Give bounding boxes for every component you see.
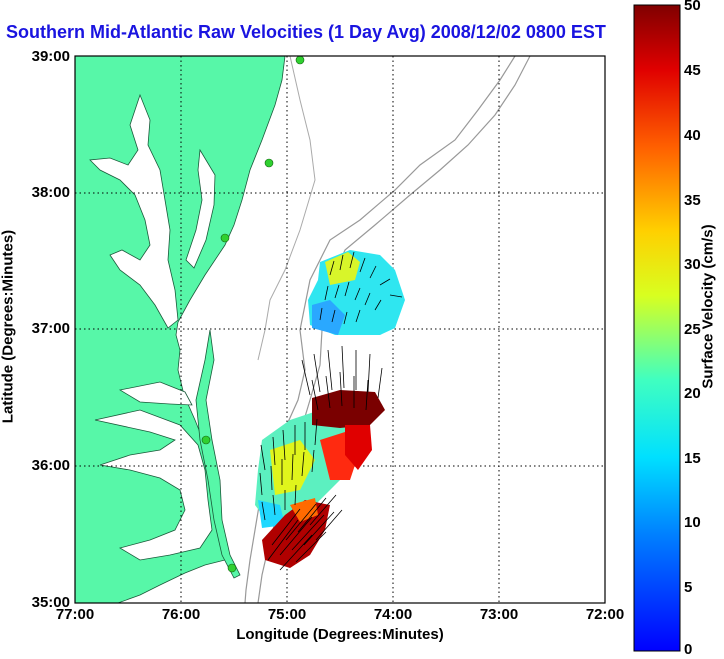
plot-frame — [74, 55, 606, 604]
lat-tick: 37:00 — [31, 320, 70, 337]
albemarle-sound — [118, 381, 193, 406]
x-axis-label: Longitude (Degrees:Minutes) — [236, 626, 444, 643]
colorbar-tick: 45 — [684, 62, 701, 79]
colorbar — [633, 4, 681, 652]
pamlico-sound — [94, 409, 213, 561]
station-marker — [220, 233, 230, 243]
lat-tick: 36:00 — [31, 457, 70, 474]
north-patch-blue — [312, 300, 345, 335]
contour-shelf — [244, 55, 516, 604]
north-patch-yellow — [325, 252, 360, 285]
colorbar-tick: 35 — [684, 192, 701, 209]
colorbar-tick: 25 — [684, 321, 701, 338]
eastern-shore-bay — [185, 148, 216, 269]
velocity-arrows — [259, 251, 403, 571]
colorbar-tick: 20 — [684, 385, 701, 402]
lat-tick: 35:00 — [31, 594, 70, 611]
south-patch — [262, 500, 330, 568]
chesapeake-bay — [89, 93, 179, 329]
lat-tick: 39:00 — [31, 48, 70, 65]
lon-tick: 76:00 — [161, 606, 201, 623]
colorbar-tick: 0 — [684, 641, 693, 658]
lon-tick: 77:00 — [55, 606, 95, 623]
map-title: Southern Mid-Atlantic Raw Velocities (1 … — [6, 22, 606, 42]
colorbar-tick: 5 — [684, 579, 693, 596]
station-markers — [201, 55, 305, 573]
colorbar-tick: 40 — [684, 127, 701, 144]
colorbar-tick: 30 — [684, 256, 701, 273]
colorbar-tick: 50 — [684, 0, 701, 14]
station-marker — [227, 563, 237, 573]
outer-banks — [195, 329, 241, 579]
lon-tick: 75:00 — [267, 606, 307, 623]
colorbar-label: Surface Velocity (cm/s) — [699, 224, 717, 389]
lon-tick: 74:00 — [373, 606, 413, 623]
colorbar-tick: 10 — [684, 514, 701, 531]
station-marker — [295, 55, 305, 65]
colorbar-tick: 15 — [684, 450, 701, 467]
station-marker — [264, 158, 274, 168]
lon-tick: 73:00 — [479, 606, 519, 623]
y-axis-label: Latitude (Degrees:Minutes) — [0, 229, 17, 424]
mid-patch-cyan — [258, 500, 285, 528]
station-marker — [201, 435, 211, 445]
hot-band-red — [345, 425, 372, 470]
contour-inner — [257, 55, 316, 361]
lon-tick: 72:00 — [585, 606, 625, 623]
lat-tick: 38:00 — [31, 184, 70, 201]
